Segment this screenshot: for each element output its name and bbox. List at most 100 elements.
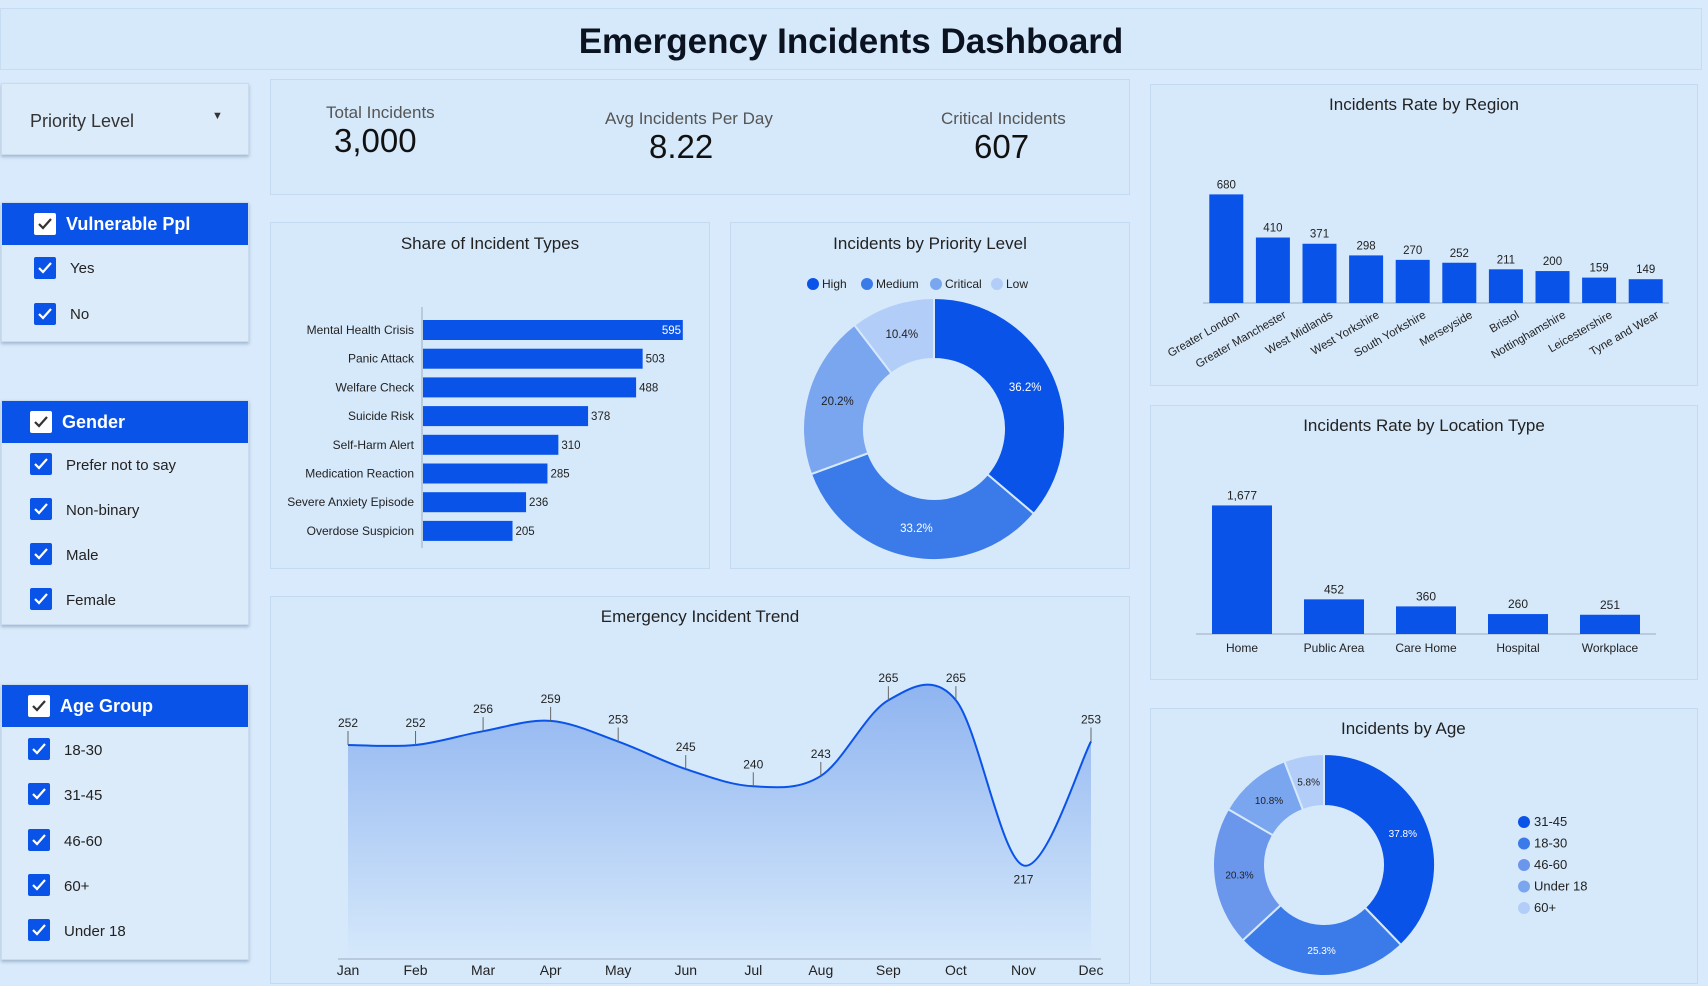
slice — [933, 296, 1066, 516]
month-label: Jan — [337, 962, 360, 978]
vulnerable-slicer-header[interactable]: Vulnerable Ppl — [2, 203, 248, 245]
category-label: Merseyside — [1418, 309, 1475, 349]
vulnerable-slicer-title: Vulnerable Ppl — [66, 214, 191, 234]
month-label: Mar — [471, 962, 495, 978]
bar — [1582, 277, 1617, 303]
slicer-item-label: 31-45 — [64, 787, 103, 804]
slicer-item-label: No — [70, 306, 90, 323]
category-label: Overdose Suspicion — [307, 524, 414, 538]
data-label: 252 — [338, 716, 358, 730]
slice-label: 33.2% — [900, 523, 933, 535]
bar — [1580, 614, 1640, 634]
checkbox-icon[interactable] — [28, 738, 50, 760]
bar — [423, 520, 513, 541]
data-label: 256 — [473, 702, 493, 716]
checkbox-icon[interactable] — [30, 498, 52, 520]
legend-label: Medium — [876, 277, 919, 291]
title-bar: Emergency Incidents Dashboard — [0, 8, 1702, 70]
checkbox-icon[interactable] — [28, 783, 50, 805]
bar — [1488, 269, 1523, 303]
category-label: Suicide Risk — [348, 409, 415, 423]
slicer-item-label: Male — [66, 547, 99, 564]
slice-label: 10.8% — [1255, 796, 1283, 807]
kpi-panel: Total Incidents 3,000 Avg Incidents Per … — [270, 79, 1130, 195]
slice-label: 36.2% — [1009, 382, 1042, 394]
kpi-avg-value: 8.22 — [649, 128, 714, 165]
slice — [1212, 807, 1283, 942]
category-label: Workplace — [1582, 641, 1639, 655]
age-chart: 37.8% 25.3% 20.3% 10.8% 5.8% 31-45 18-30 46-60 U… — [1212, 752, 1587, 977]
age-title: Incidents by Age — [1341, 719, 1466, 738]
data-label: 240 — [743, 757, 763, 771]
slicer-item-label: Non-binary — [66, 502, 140, 519]
bar — [1349, 255, 1384, 303]
legend-label: 60+ — [1534, 900, 1556, 915]
category-label: Self-Harm Alert — [333, 438, 415, 452]
data-label: 298 — [1357, 240, 1376, 252]
legend-label: 18-30 — [1534, 836, 1567, 851]
legend-marker — [1518, 902, 1530, 914]
legend-marker — [1518, 859, 1530, 871]
checkbox-icon[interactable] — [30, 588, 52, 610]
age-group-slicer-header[interactable]: Age Group — [2, 685, 248, 727]
month-label: Jul — [744, 962, 762, 978]
checkbox-icon[interactable] — [30, 453, 52, 475]
checkbox-icon[interactable] — [34, 213, 56, 235]
category-label: Severe Anxiety Episode — [287, 495, 414, 509]
legend-label: 31-45 — [1534, 814, 1567, 829]
checkbox-icon[interactable] — [28, 829, 50, 851]
data-label: 252 — [1450, 248, 1469, 260]
bar — [423, 348, 643, 369]
gender-slicer-header[interactable]: Gender — [2, 401, 248, 443]
legend-marker — [807, 278, 819, 290]
category-label: Home — [1226, 641, 1258, 655]
month-label: Oct — [945, 962, 967, 978]
data-label: 259 — [541, 692, 561, 706]
legend-marker — [1518, 837, 1530, 850]
bar — [423, 492, 527, 513]
priority-title: Incidents by Priority Level — [833, 234, 1027, 253]
bar — [423, 406, 589, 427]
checkbox-icon[interactable] — [28, 874, 50, 896]
priority-panel: Incidents by Priority Level High Medium Cr… — [730, 222, 1130, 569]
location-title: Incidents Rate by Location Type — [1303, 416, 1545, 435]
category-label: Mental Health Crisis — [307, 323, 414, 337]
slicer-item-label: Prefer not to say — [66, 457, 177, 474]
data-label: 205 — [516, 526, 535, 538]
month-label: Dec — [1079, 962, 1104, 978]
legend-label: Under 18 — [1534, 879, 1587, 894]
data-label: 488 — [639, 382, 658, 394]
slice — [1323, 752, 1436, 947]
data-label: 680 — [1217, 179, 1236, 191]
slicer-item-label: Under 18 — [64, 923, 126, 940]
month-label: Jun — [674, 962, 697, 978]
data-label: 595 — [662, 325, 681, 337]
bar — [1395, 259, 1430, 303]
data-label: 410 — [1263, 223, 1282, 235]
legend-marker — [861, 278, 873, 290]
priority-level-dropdown[interactable]: Priority Level ▼ — [1, 83, 249, 155]
region-panel: Incidents Rate by Region 680 Greater Lond… — [1150, 84, 1698, 386]
trend-chart: 252 Jan 252 Feb 256 Mar 259 Apr 253 May 245 Jun 240 J… — [337, 671, 1104, 978]
chevron-down-icon[interactable]: ▼ — [212, 110, 223, 122]
slice-label: 37.8% — [1389, 829, 1417, 840]
bar — [1396, 606, 1456, 634]
incident-types-chart: Mental Health Crisis 595 Panic Attack 503 We… — [287, 307, 683, 548]
month-label: Nov — [1011, 962, 1036, 978]
checkbox-icon[interactable] — [28, 919, 50, 941]
legend-label: Critical — [945, 277, 982, 291]
checkbox-icon[interactable] — [30, 543, 52, 565]
vulnerable-slicer: Vulnerable Ppl Yes No — [1, 202, 249, 342]
legend-label: Low — [1006, 277, 1028, 291]
checkbox-icon[interactable] — [34, 257, 56, 279]
checkbox-icon[interactable] — [28, 695, 50, 717]
category-label: Medication Reaction — [305, 467, 414, 481]
bar — [423, 377, 637, 398]
month-label: Sep — [876, 962, 901, 978]
kpi-total-value: 3,000 — [334, 122, 417, 159]
checkbox-icon[interactable] — [34, 303, 56, 325]
data-label: 243 — [811, 747, 831, 761]
data-label: 149 — [1636, 264, 1655, 276]
checkbox-icon[interactable] — [30, 411, 52, 433]
bar — [423, 320, 683, 340]
